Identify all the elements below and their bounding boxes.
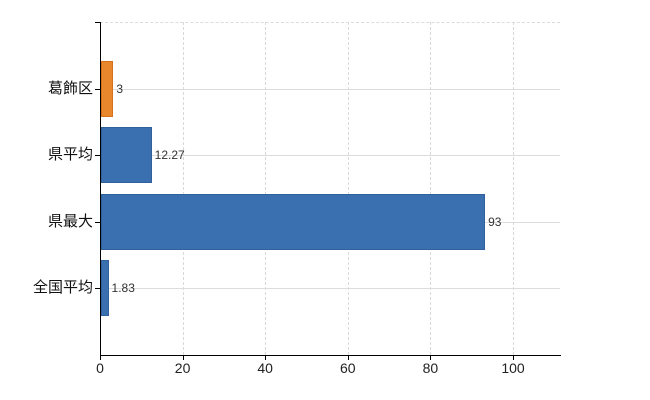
y-axis-tick [95,155,100,157]
vertical-gridline [430,22,432,355]
vertical-gridline [513,22,514,355]
y-axis-line [100,22,101,355]
y-axis-tick [95,221,100,223]
bar-value-label: 93 [488,214,502,229]
plot-top-border [100,22,560,23]
category-label-0: 葛飾区 [47,79,93,97]
x-axis-tick [265,355,267,360]
y-axis-tick [95,88,100,90]
plot-area: 3 12.27 93 1.83 [100,22,560,355]
x-tick-label-1: 20 [174,360,191,376]
y-axis-top-tick [95,22,100,23]
x-tick-label-4: 80 [422,360,439,376]
category-label-1: 県平均 [47,146,93,164]
horizontal-gridline [100,88,560,90]
vertical-gridline [182,22,184,355]
x-axis-tick [430,355,432,360]
y-axis-tick [95,288,100,290]
bar-2 [101,193,486,250]
x-tick-label-2: 40 [257,360,273,376]
bar-1 [101,127,152,184]
horizontal-gridline [100,155,560,157]
bar-value-label: 3 [116,81,124,96]
x-tick-label-3: 60 [340,360,356,376]
x-axis-tick [100,355,101,360]
bar-value-label: 12.27 [154,148,185,163]
x-axis-line [100,355,561,356]
x-axis-tick [182,355,184,360]
x-tick-label-0: 0 [96,360,104,376]
x-axis-tick [347,355,349,360]
x-axis-tick [513,355,514,360]
x-tick-label-5: 100 [501,360,525,376]
category-label-3: 全国平均 [32,279,93,297]
horizontal-gridline [100,288,560,290]
vertical-gridline [347,22,349,355]
bar-3 [101,260,109,317]
category-label-2: 県最大 [47,212,93,230]
bar-value-label: 1.83 [111,281,135,296]
bar-0 [101,60,114,117]
vertical-gridline [265,22,267,355]
